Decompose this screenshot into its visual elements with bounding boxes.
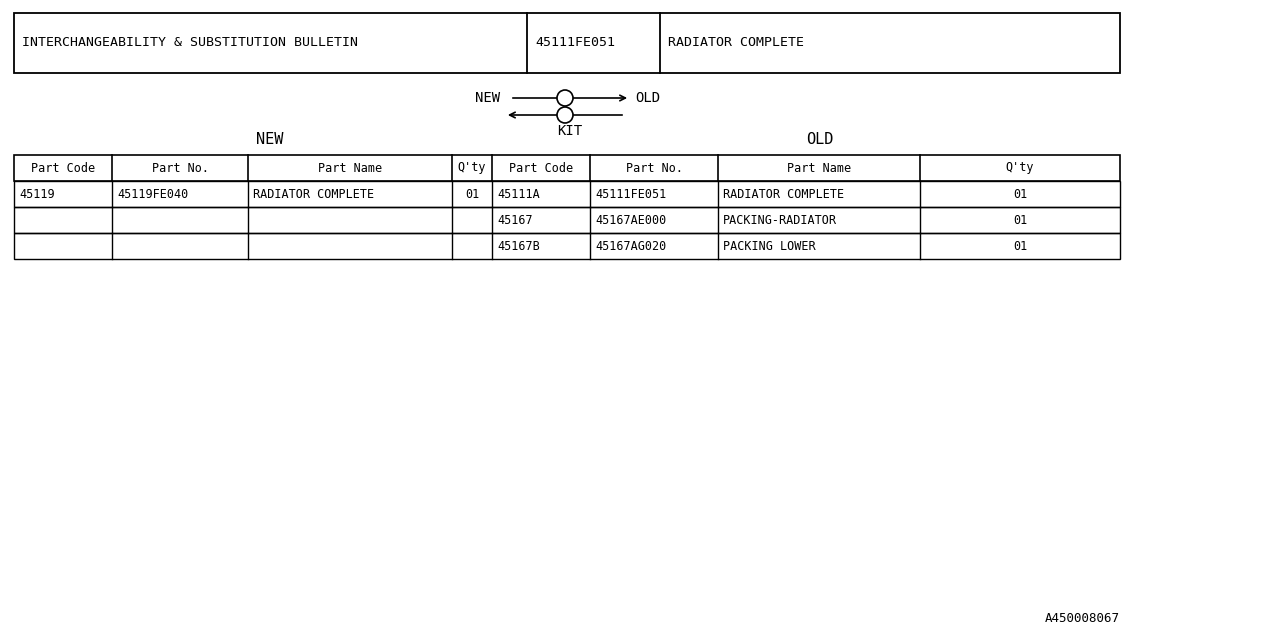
Text: PACKING-RADIATOR: PACKING-RADIATOR xyxy=(723,214,837,227)
Bar xyxy=(14,181,1120,207)
Text: NEW: NEW xyxy=(256,132,284,147)
Circle shape xyxy=(557,90,573,106)
Text: NEW: NEW xyxy=(475,91,500,105)
Text: 45119: 45119 xyxy=(19,188,55,200)
Text: 45167: 45167 xyxy=(497,214,532,227)
Text: 01: 01 xyxy=(1012,214,1027,227)
Bar xyxy=(14,233,1120,259)
Text: 45167AE000: 45167AE000 xyxy=(595,214,667,227)
Text: INTERCHANGEABILITY & SUBSTITUTION BULLETIN: INTERCHANGEABILITY & SUBSTITUTION BULLET… xyxy=(22,36,358,49)
Text: Part Name: Part Name xyxy=(317,161,381,175)
Text: Q'ty: Q'ty xyxy=(1006,161,1034,175)
Text: 45167B: 45167B xyxy=(497,239,540,253)
Text: Part No.: Part No. xyxy=(626,161,682,175)
Text: 45111FE051: 45111FE051 xyxy=(535,36,614,49)
Text: RADIATOR COMPLETE: RADIATOR COMPLETE xyxy=(723,188,844,200)
Text: 01: 01 xyxy=(1012,188,1027,200)
Text: 45119FE040: 45119FE040 xyxy=(116,188,188,200)
Text: Part Name: Part Name xyxy=(787,161,851,175)
Text: RADIATOR COMPLETE: RADIATOR COMPLETE xyxy=(668,36,804,49)
Text: PACKING LOWER: PACKING LOWER xyxy=(723,239,815,253)
Text: 01: 01 xyxy=(465,188,479,200)
Bar xyxy=(14,13,1120,73)
Text: KIT: KIT xyxy=(557,124,582,138)
Text: Q'ty: Q'ty xyxy=(458,161,486,175)
Circle shape xyxy=(557,107,573,123)
Text: Part Code: Part Code xyxy=(31,161,95,175)
Text: OLD: OLD xyxy=(635,91,660,105)
Bar xyxy=(14,207,1120,233)
Text: Part No.: Part No. xyxy=(151,161,209,175)
Text: 45167AG020: 45167AG020 xyxy=(595,239,667,253)
Text: 45111A: 45111A xyxy=(497,188,540,200)
Text: Part Code: Part Code xyxy=(509,161,573,175)
Text: OLD: OLD xyxy=(806,132,833,147)
Bar xyxy=(14,155,1120,181)
Text: RADIATOR COMPLETE: RADIATOR COMPLETE xyxy=(253,188,374,200)
Text: 45111FE051: 45111FE051 xyxy=(595,188,667,200)
Text: A450008067: A450008067 xyxy=(1044,611,1120,625)
Text: 01: 01 xyxy=(1012,239,1027,253)
